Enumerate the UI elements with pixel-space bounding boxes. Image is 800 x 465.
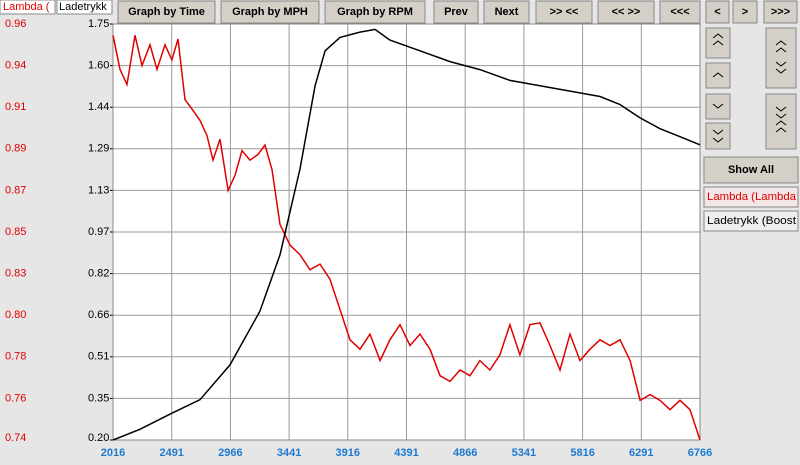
toolbar-button[interactable] [483,0,530,24]
x-tick-label: 2016 [101,447,125,459]
y-axis-title: Lambda ( [3,1,50,13]
y2-tick-label: 1.75 [88,18,109,30]
x-tick-label: 4391 [394,447,418,459]
x-tick-label: 2491 [159,447,183,459]
axis-header-box [56,0,113,15]
toolbar-button-label[interactable]: >>> [771,6,790,18]
y2-axis-title: Ladetrykk [59,1,107,13]
legend-entry-box[interactable] [703,186,799,208]
toolbar-button-label[interactable]: Graph by Time [128,6,205,18]
plot-border [112,23,701,441]
toolbar-button[interactable] [659,0,701,24]
y2-tick-label: 0.20 [88,432,109,444]
axis-header-box [0,0,56,15]
y-tick-label: 0.83 [5,268,26,280]
toolbar-button-label[interactable]: <<< [670,6,689,18]
y-tick-label: 0.76 [5,392,26,404]
toolbar-button-label[interactable]: Graph by RPM [337,6,413,18]
y2-tick-label: 1.13 [88,184,109,196]
x-tick-label: 5341 [512,447,536,459]
toolbar-button-label[interactable]: Graph by MPH [232,6,308,18]
toolbar-button[interactable] [433,0,479,24]
toolbar-button-label[interactable]: > [742,6,748,18]
y2-tick-label: 0.82 [88,268,109,280]
x-tick-label: 3916 [336,447,360,459]
x-tick-label: 6766 [688,447,712,459]
legend-entry-box[interactable] [703,210,799,232]
legend-entry[interactable]: Lambda (Lambda [707,191,797,203]
y2-tick-label: 0.66 [88,309,109,321]
y2-tick-label: 0.97 [88,226,109,238]
toolbar-button[interactable] [117,0,216,24]
y2-tick-label: 1.44 [88,101,109,113]
scroll-down[interactable] [705,93,731,120]
series-line [112,28,701,441]
y-tick-label: 0.78 [5,351,26,363]
toolbar-button[interactable] [732,0,758,24]
toolbar-button[interactable] [220,0,320,24]
y-tick-label: 0.89 [5,143,26,155]
zoom-in-vertical[interactable] [765,93,797,150]
show-all-button[interactable]: Show All [703,156,799,184]
x-tick-label: 4866 [453,447,477,459]
toolbar-button[interactable] [597,0,655,24]
y2-tick-label: 1.60 [88,60,109,72]
toolbar-button-label[interactable]: Prev [444,6,469,18]
y-tick-label: 0.85 [5,226,26,238]
y-tick-label: 0.74 [5,432,26,444]
show-all-label[interactable]: Show All [728,164,774,176]
y-tick-label: 0.96 [5,18,26,30]
toolbar-button[interactable] [705,0,730,24]
x-tick-label: 3441 [277,447,301,459]
x-tick-label: 6291 [629,447,653,459]
scroll-up-fast[interactable] [705,27,731,59]
toolbar-button-label[interactable]: Next [495,6,519,18]
y2-tick-label: 1.29 [88,143,109,155]
y-tick-label: 0.87 [5,184,26,196]
toolbar-button[interactable] [535,0,593,24]
y-tick-label: 0.80 [5,309,26,321]
x-tick-label: 2966 [218,447,242,459]
legend-entry[interactable]: Ladetrykk (Boost [707,215,796,227]
y-tick-label: 0.94 [5,60,26,72]
toolbar-button[interactable] [324,0,426,24]
x-tick-label: 5816 [570,447,594,459]
zoom-out-vertical[interactable] [765,27,797,89]
scroll-down-fast[interactable] [705,122,731,150]
toolbar-button-label[interactable]: >> << [550,6,579,18]
y-tick-label: 0.91 [5,101,26,113]
scroll-up[interactable] [705,62,731,89]
toolbar-button-label[interactable]: < [714,6,720,18]
series-line [112,35,701,441]
toolbar-button[interactable] [763,0,798,24]
toolbar-button-label[interactable]: << >> [612,6,641,18]
y2-tick-label: 0.35 [88,392,109,404]
y2-tick-label: 0.51 [88,351,109,363]
